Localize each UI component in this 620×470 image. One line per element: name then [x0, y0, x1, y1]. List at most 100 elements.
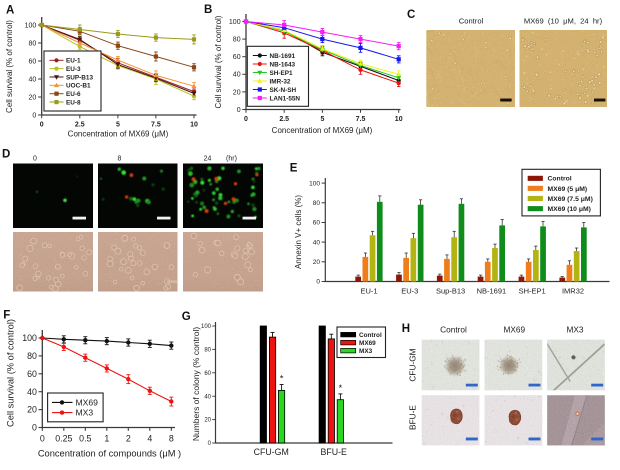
svg-text:0: 0 [32, 112, 36, 119]
svg-text:MX69 (10 μM): MX69 (10 μM) [548, 206, 591, 213]
svg-text:Cell survival (% of control): Cell survival (% of control) [5, 20, 14, 113]
svg-text:BFU-E: BFU-E [408, 405, 418, 430]
svg-text:0: 0 [237, 107, 241, 114]
svg-text:80: 80 [29, 40, 37, 47]
svg-text:20: 20 [233, 89, 241, 96]
svg-text:Control: Control [459, 16, 484, 25]
svg-text:0: 0 [33, 155, 37, 162]
svg-text:MX69 (10 μM, 24 hr): MX69 (10 μM, 24 hr) [524, 16, 603, 25]
svg-text:20: 20 [29, 94, 37, 101]
svg-text:4: 4 [147, 433, 152, 443]
svg-text:SH-EP1: SH-EP1 [519, 287, 546, 296]
svg-text:24: 24 [204, 155, 212, 162]
svg-text:10: 10 [190, 121, 198, 128]
svg-text:BFU-E: BFU-E [320, 447, 347, 457]
svg-text:EU-3: EU-3 [401, 287, 418, 296]
svg-text:8: 8 [118, 155, 122, 162]
svg-text:2.5: 2.5 [75, 121, 85, 128]
svg-text:60: 60 [204, 371, 211, 377]
svg-text:60: 60 [313, 220, 321, 227]
svg-text:NB-1643: NB-1643 [270, 61, 296, 68]
svg-text:2.5: 2.5 [279, 116, 289, 123]
svg-text:0: 0 [40, 121, 44, 128]
svg-text:Control: Control [548, 176, 572, 183]
svg-text:0.25: 0.25 [55, 433, 72, 443]
svg-text:20: 20 [313, 259, 321, 266]
svg-text:NB-1691: NB-1691 [477, 287, 507, 296]
svg-text:E: E [290, 163, 298, 175]
svg-text:Concentration of MX69 (μM): Concentration of MX69 (μM) [272, 126, 373, 135]
svg-text:EU-6: EU-6 [66, 91, 81, 98]
svg-text:20: 20 [204, 418, 211, 424]
svg-text:MX69: MX69 [76, 397, 99, 407]
svg-text:MX3: MX3 [359, 348, 373, 355]
svg-text:EU-3: EU-3 [66, 66, 81, 73]
svg-text:Concentration of MX69 (μM): Concentration of MX69 (μM) [68, 130, 169, 139]
svg-text:100: 100 [309, 180, 320, 187]
svg-text:5: 5 [116, 121, 120, 128]
svg-text:IMR32: IMR32 [562, 287, 584, 296]
svg-text:G: G [182, 311, 191, 323]
svg-text:20: 20 [27, 405, 37, 415]
svg-text:Concentration of compounds (μM: Concentration of compounds (μM ) [38, 449, 181, 459]
svg-text:B: B [204, 4, 212, 16]
svg-text:100: 100 [25, 22, 37, 29]
svg-text:60: 60 [27, 369, 37, 379]
svg-text:60: 60 [233, 54, 241, 61]
svg-text:MX69 (7.5 μM): MX69 (7.5 μM) [548, 196, 593, 203]
svg-text:1: 1 [104, 433, 109, 443]
svg-text:C: C [407, 9, 415, 21]
svg-text:Control: Control [440, 325, 467, 335]
svg-text:LAN1-55N: LAN1-55N [270, 95, 301, 102]
svg-text:0: 0 [316, 279, 320, 286]
svg-text:MX3: MX3 [76, 408, 94, 418]
svg-text:40: 40 [29, 76, 37, 83]
svg-text:MX69 (5 μM): MX69 (5 μM) [548, 186, 588, 193]
svg-text:EU-1: EU-1 [360, 287, 377, 296]
svg-text:UOC-B1: UOC-B1 [66, 83, 91, 90]
svg-text:40: 40 [233, 72, 241, 79]
svg-text:80: 80 [204, 348, 211, 354]
svg-text:CFU-GM: CFU-GM [254, 447, 289, 457]
svg-text:SH-EP1: SH-EP1 [270, 70, 294, 77]
svg-text:SUP-B13: SUP-B13 [66, 74, 93, 81]
svg-text:MX69: MX69 [359, 340, 376, 347]
svg-text:H: H [402, 323, 410, 335]
svg-text:Numbers of colony (% control): Numbers of colony (% control) [191, 327, 201, 441]
svg-text:EU-8: EU-8 [66, 99, 81, 106]
svg-text:10: 10 [395, 116, 403, 123]
svg-text:2: 2 [126, 433, 131, 443]
svg-text:CFU-GM: CFU-GM [408, 348, 418, 381]
svg-text:80: 80 [27, 351, 37, 361]
svg-text:SK-N-SH: SK-N-SH [270, 87, 297, 94]
svg-text:(hr): (hr) [226, 155, 237, 162]
svg-text:Control: Control [359, 332, 382, 339]
svg-text:5: 5 [320, 116, 324, 123]
svg-text:40: 40 [313, 239, 321, 246]
svg-text:Cell survival (% of control): Cell survival (% of control) [214, 15, 223, 108]
svg-text:MX69: MX69 [503, 325, 525, 335]
svg-text:7.5: 7.5 [356, 116, 366, 123]
svg-text:*: * [280, 374, 284, 384]
svg-text:80: 80 [233, 37, 241, 44]
svg-text:60: 60 [29, 58, 37, 65]
svg-text:IMR-32: IMR-32 [270, 78, 291, 85]
svg-text:80: 80 [313, 200, 321, 207]
svg-text:EU-1: EU-1 [66, 58, 81, 65]
svg-text:7.5: 7.5 [151, 121, 161, 128]
svg-text:Cell survival (% of control): Cell survival (% of control) [6, 319, 16, 427]
svg-text:*: * [339, 383, 343, 393]
svg-text:0: 0 [40, 433, 45, 443]
svg-text:0: 0 [32, 423, 37, 433]
svg-text:D: D [2, 149, 10, 161]
svg-text:100: 100 [22, 333, 37, 343]
svg-text:100: 100 [229, 19, 241, 26]
svg-text:MX3: MX3 [566, 325, 583, 335]
svg-text:40: 40 [204, 394, 211, 400]
svg-text:NB-1691: NB-1691 [270, 53, 296, 60]
svg-text:40: 40 [27, 387, 37, 397]
svg-text:Annexin V+ cells (%): Annexin V+ cells (%) [294, 195, 303, 269]
svg-text:100: 100 [201, 324, 212, 330]
svg-text:Sup-B13: Sup-B13 [436, 287, 465, 296]
svg-text:8: 8 [169, 433, 174, 443]
